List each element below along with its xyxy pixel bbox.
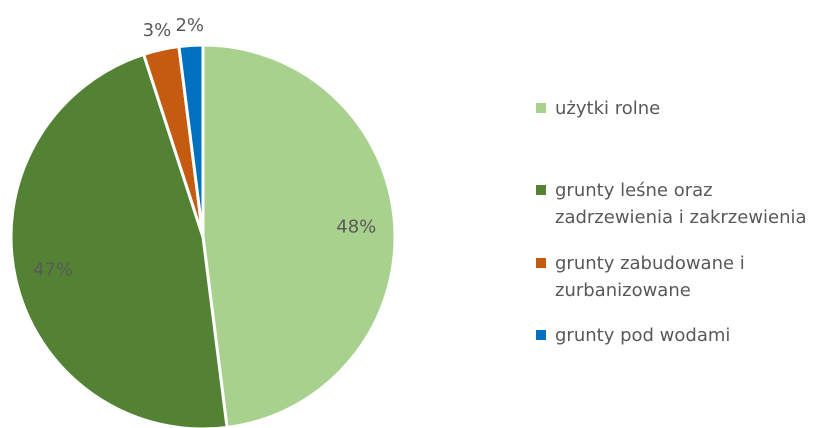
legend-swatch (536, 185, 546, 195)
data-label: 2% (175, 15, 204, 36)
legend-item: grunty pod wodami (536, 322, 825, 349)
legend-label: grunty leśne oraz zadrzewienia i zakrzew… (555, 180, 807, 228)
legend-swatch (536, 258, 546, 268)
legend-item: grunty zabudowane i zurbanizowane (536, 250, 825, 304)
legend-item: użytki rolne (536, 95, 825, 122)
legend-label: grunty zabudowane i zurbanizowane (555, 253, 745, 301)
legend-swatch (536, 330, 546, 340)
data-label: 47% (33, 260, 73, 281)
legend-swatch (536, 103, 546, 113)
data-label: 48% (336, 216, 376, 237)
legend-label: grunty pod wodami (555, 325, 731, 346)
pie-slice (201, 43, 397, 428)
legend-item: grunty leśne oraz zadrzewienia i zakrzew… (536, 177, 825, 231)
legend-label: użytki rolne (555, 98, 661, 119)
pie-slice (177, 43, 205, 238)
data-label: 3% (143, 20, 172, 41)
